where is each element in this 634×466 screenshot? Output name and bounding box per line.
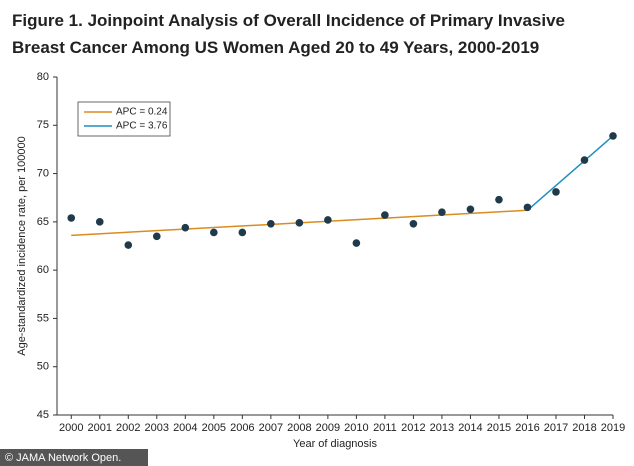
x-tick-label: 2005	[202, 422, 226, 434]
footer-box	[0, 449, 148, 466]
x-tick-label: 2004	[173, 422, 197, 434]
data-point	[466, 205, 475, 214]
x-tick-label: 2011	[373, 422, 397, 434]
x-tick-label: 2006	[230, 422, 254, 434]
x-tick-label: 2014	[458, 422, 482, 434]
y-tick-label: 50	[37, 361, 49, 373]
data-point	[295, 219, 304, 227]
data-point	[267, 219, 275, 228]
data-point	[495, 195, 503, 204]
legend-label: APC = 3.76	[116, 121, 168, 132]
y-tick-label: 60	[37, 264, 49, 276]
data-point	[238, 228, 247, 237]
fit-line	[526, 135, 614, 211]
x-tick-label: 2019	[601, 422, 625, 434]
x-tick-label: 2015	[487, 422, 511, 434]
x-tick-label: 2010	[344, 422, 368, 434]
legend-box	[77, 101, 171, 137]
data-point	[181, 223, 190, 232]
x-tick-label: 2007	[259, 422, 283, 434]
data-point	[580, 156, 589, 164]
data-point	[381, 211, 389, 219]
y-tick-label: 45	[37, 409, 49, 421]
x-tick-label: 2001	[88, 422, 112, 434]
data-point	[609, 132, 617, 140]
chart-title: Breast Cancer Among US Women Aged 20 to …	[12, 38, 539, 57]
data-point	[152, 232, 161, 241]
data-point	[552, 188, 560, 196]
x-tick-label: 2002	[116, 422, 140, 434]
x-tick-label: 2000	[59, 422, 83, 434]
y-tick-label: 70	[37, 167, 49, 179]
data-point	[352, 239, 361, 247]
x-tick-label: 2003	[145, 422, 169, 434]
data-point	[324, 216, 332, 224]
x-tick-label: 2013	[430, 422, 454, 434]
data-point	[210, 228, 218, 237]
x-tick-label: 2009	[316, 422, 340, 434]
legend-label: APC = 0.24	[116, 107, 168, 118]
data-point	[67, 214, 76, 222]
y-tick-label: 65	[37, 216, 49, 228]
x-tick-label: 2012	[401, 422, 425, 434]
chart-title: Figure 1. Joinpoint Analysis of Overall …	[12, 11, 565, 30]
data-point	[95, 218, 104, 226]
x-tick-label: 2016	[515, 422, 539, 434]
data-point	[438, 208, 446, 216]
y-tick-label: 75	[37, 119, 49, 131]
y-tick-label: 80	[37, 71, 49, 83]
y-tick-label: 55	[37, 312, 49, 324]
y-axis-label: Age-standardized incidence rate, per 100…	[16, 136, 28, 356]
data-point	[409, 219, 418, 228]
x-tick-label: 2008	[287, 422, 311, 434]
footer: © JAMA Network Open.	[5, 452, 121, 464]
x-tick-label: 2017	[544, 422, 568, 434]
data-point	[523, 203, 532, 212]
x-axis-label: Year of diagnosis	[293, 438, 377, 450]
data-point	[124, 241, 133, 249]
x-tick-label: 2018	[572, 422, 596, 434]
